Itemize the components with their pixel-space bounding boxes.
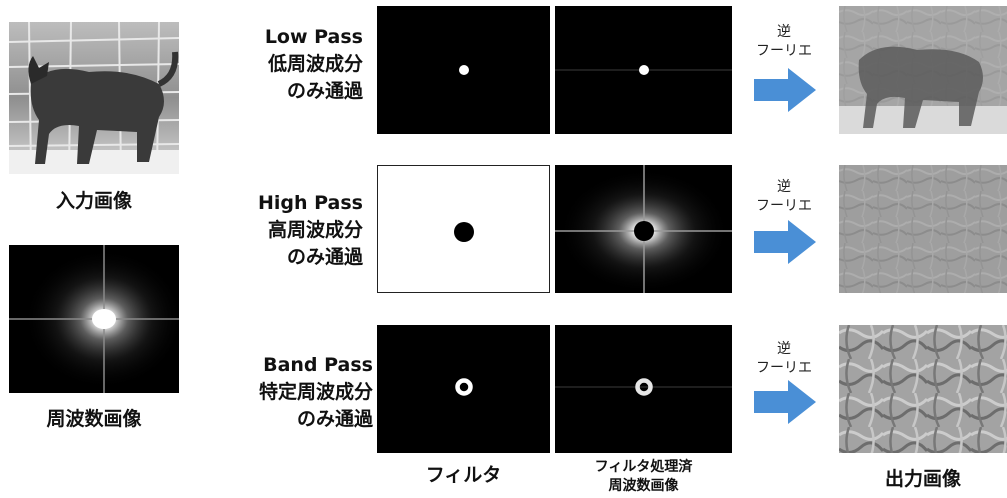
right-arrow-icon bbox=[754, 68, 816, 112]
row-label-band-pass: Band Pass 特定周波成分 のみ通過 bbox=[215, 352, 373, 433]
row-title: Low Pass bbox=[264, 26, 363, 48]
input-image bbox=[9, 22, 179, 174]
inverse-fourier-label: 逆 フーリエ bbox=[752, 23, 816, 61]
arrow-text: フーリエ bbox=[756, 360, 812, 376]
column-label-filtered-spectrum: フィルタ処理済 周波数画像 bbox=[555, 458, 732, 496]
column-label-filter: フィルタ bbox=[425, 464, 502, 486]
inverse-fourier-label: 逆 フーリエ bbox=[752, 340, 816, 378]
row-title: Band Pass bbox=[263, 354, 373, 376]
row-label-high-pass: High Pass 高周波成分 のみ通過 bbox=[218, 190, 363, 271]
frequency-image-label: 周波数画像 bbox=[46, 408, 142, 430]
arrow-text: 逆 bbox=[777, 179, 791, 195]
row-desc: のみ通過 bbox=[296, 408, 373, 430]
column-label-line: フィルタ処理済 bbox=[594, 459, 693, 475]
row-desc: 低周波成分 bbox=[267, 53, 363, 75]
frequency-image bbox=[9, 245, 179, 393]
inverse-fourier-label: 逆 フーリエ bbox=[752, 178, 816, 216]
row-label-low-pass: Low Pass 低周波成分 のみ通過 bbox=[228, 24, 363, 105]
arrow-text: 逆 bbox=[777, 24, 791, 40]
arrow-text: 逆 bbox=[777, 341, 791, 357]
band-pass-output-image bbox=[839, 325, 1007, 453]
row-title: High Pass bbox=[257, 192, 363, 214]
high-pass-output-image bbox=[839, 165, 1007, 293]
column-label-line: 周波数画像 bbox=[608, 478, 679, 494]
row-desc: 高周波成分 bbox=[267, 219, 363, 241]
low-pass-filter bbox=[377, 6, 550, 134]
right-arrow-icon bbox=[754, 220, 816, 264]
low-pass-filtered-spectrum bbox=[555, 6, 732, 134]
low-pass-output-image bbox=[839, 6, 1007, 134]
right-arrow-icon bbox=[754, 380, 816, 424]
row-desc: のみ通過 bbox=[286, 246, 363, 268]
arrow-text: フーリエ bbox=[756, 43, 812, 59]
high-pass-filter bbox=[377, 165, 550, 293]
band-pass-filtered-spectrum bbox=[555, 325, 732, 453]
row-desc: のみ通過 bbox=[286, 80, 363, 102]
input-image-label: 入力画像 bbox=[55, 190, 132, 212]
high-pass-filtered-spectrum bbox=[555, 165, 732, 293]
column-label-output: 出力画像 bbox=[884, 468, 961, 490]
row-desc: 特定周波成分 bbox=[258, 381, 373, 403]
arrow-text: フーリエ bbox=[756, 198, 812, 214]
band-pass-filter bbox=[377, 325, 550, 453]
